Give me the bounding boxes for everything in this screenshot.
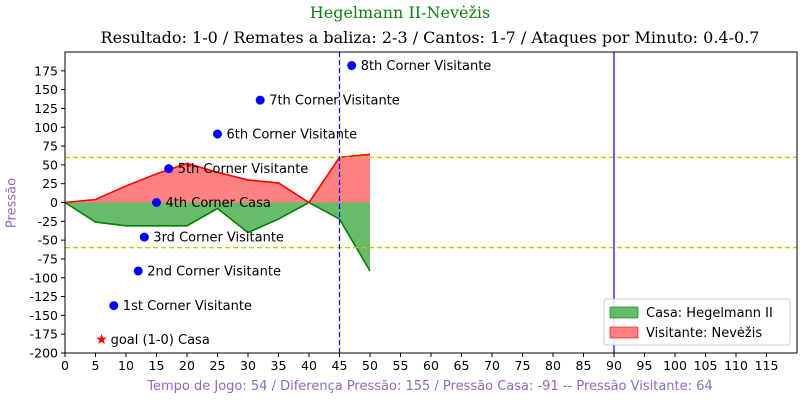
x-tick-label: 60 [423, 358, 439, 373]
x-tick-label: 55 [393, 358, 409, 373]
x-tick-label: 15 [149, 358, 165, 373]
x-tick-label: 50 [362, 358, 378, 373]
corner-marker [109, 301, 119, 311]
x-tick-label: 40 [301, 358, 317, 373]
corner-marker [213, 129, 222, 139]
event-label: 1st Corner Visitante [123, 299, 252, 314]
x-tick-label: 100 [663, 358, 687, 373]
y-tick-label: -125 [30, 289, 58, 304]
y-tick-label: -150 [30, 308, 58, 323]
y-tick-label: -175 [30, 327, 58, 342]
series-line-1 [64, 153, 371, 204]
y-tick-label: 75 [42, 139, 58, 154]
y-tick-label: -200 [30, 346, 58, 361]
y-tick-label: 100 [34, 120, 58, 135]
x-tick-label: 105 [694, 358, 718, 373]
x-tick-label: 10 [118, 358, 134, 373]
y-tick-label: -100 [30, 270, 58, 285]
x-tick-label: 45 [332, 358, 348, 373]
event-label: 2nd Corner Visitante [147, 264, 281, 279]
series-area-1 [65, 154, 370, 203]
x-tick-label: 70 [484, 358, 500, 373]
x-tick-label: 95 [637, 358, 653, 373]
corner-marker [133, 266, 143, 276]
x-tick-label: 30 [240, 358, 256, 373]
legend-label: Visitante: Nevėžis [646, 326, 762, 341]
y-tick-label: 125 [34, 101, 58, 116]
y-tick-label: 0 [50, 195, 58, 210]
x-tick-label: 80 [545, 358, 561, 373]
y-tick-label: -75 [38, 251, 58, 266]
chart-subtitle: Resultado: 1-0 / Remates a baliza: 2-3 /… [100, 28, 760, 47]
event-label: 5th Corner Visitante [178, 162, 309, 177]
event-label: 8th Corner Visitante [361, 59, 492, 74]
corner-marker [347, 61, 357, 71]
x-axis-label: Tempo de Jogo: 54 / Diferença Pressão: 1… [147, 379, 713, 394]
goal-marker [96, 333, 107, 344]
event-label: 4th Corner Casa [166, 196, 271, 211]
y-tick-label: -25 [38, 214, 58, 229]
y-tick-label: 25 [42, 176, 58, 191]
event-label: 7th Corner Visitante [269, 94, 400, 109]
corner-marker [152, 198, 161, 207]
legend-swatch [609, 326, 639, 339]
x-tick-label: 115 [755, 358, 779, 373]
event-label: goal (1-0) Casa [111, 333, 210, 348]
event-label: 3rd Corner Visitante [153, 231, 284, 246]
x-tick-label: 75 [515, 358, 531, 373]
x-tick-label: 25 [210, 358, 226, 373]
corner-marker [255, 95, 265, 105]
y-tick-label: 175 [34, 63, 58, 78]
series-area-0 [65, 202, 370, 271]
event-label: 6th Corner Visitante [227, 128, 358, 143]
x-tick-label: 85 [576, 358, 592, 373]
x-tick-label: 35 [271, 358, 287, 373]
corner-marker [139, 232, 149, 242]
legend-label: Casa: Hegelmann II [646, 306, 773, 321]
x-tick-label: 20 [179, 358, 195, 373]
chart-title: Hegelmann II-Nevėžis [309, 3, 491, 22]
y-tick-label: 50 [42, 157, 58, 172]
x-tick-label: 5 [92, 358, 100, 373]
corner-marker [164, 164, 174, 174]
y-tick-label: 150 [34, 82, 58, 97]
x-tick-label: 65 [454, 358, 470, 373]
legend-box [603, 298, 791, 346]
y-tick-label: -50 [38, 233, 58, 248]
x-tick-label: 0 [61, 358, 69, 373]
x-tick-label: 90 [606, 358, 622, 373]
x-tick-label: 110 [724, 358, 748, 373]
legend-swatch [609, 306, 639, 319]
series-line-0 [64, 201, 371, 272]
